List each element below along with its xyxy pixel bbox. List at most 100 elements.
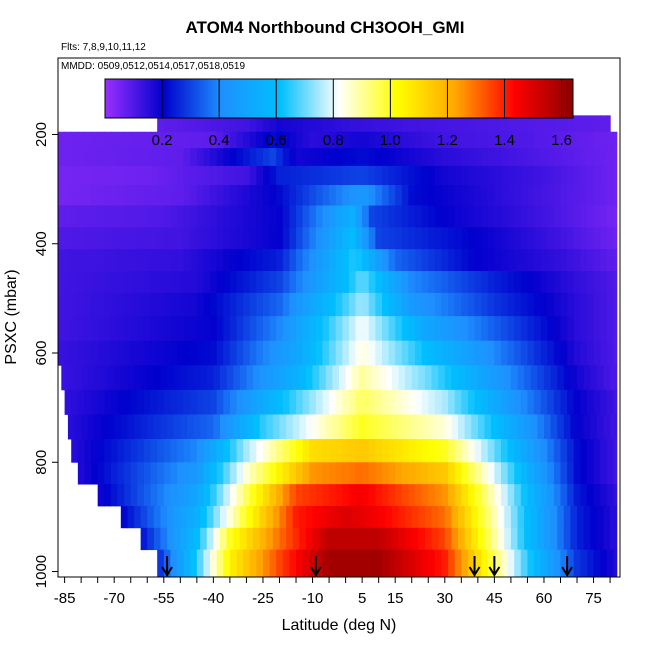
heatmap-cell (143, 340, 152, 366)
heatmap-cell (514, 271, 522, 294)
heatmap-cell (431, 505, 439, 529)
heatmap-cell (527, 227, 535, 250)
heatmap-cell (467, 462, 476, 485)
heatmap-cell (520, 389, 529, 415)
heatmap-cell (500, 462, 509, 485)
heatmap-cell (600, 165, 608, 186)
heatmap-cell (137, 165, 145, 186)
heatmap-cell (613, 292, 618, 317)
heatmap-cell (302, 227, 310, 250)
heatmap-cell (104, 389, 112, 415)
x-tick-label: 45 (486, 590, 503, 607)
heatmap-cell (606, 549, 614, 578)
heatmap-cell (322, 271, 330, 294)
heatmap-cell (216, 185, 224, 206)
heatmap-cell (266, 527, 274, 551)
heatmap-cell (163, 249, 171, 272)
heatmap-cell (279, 414, 287, 440)
heatmap-cell (474, 249, 482, 272)
heatmap-cell (500, 340, 509, 366)
heatmap-cell (140, 414, 148, 440)
heatmap-cell (467, 389, 476, 415)
heatmap-cell (401, 439, 410, 463)
heatmap-cell (236, 185, 244, 206)
heatmap-cell (302, 131, 310, 149)
heatmap-cell (150, 389, 158, 415)
heatmap-cell (329, 549, 337, 578)
heatmap-cell (391, 527, 400, 551)
heatmap-cell (580, 249, 588, 272)
heatmap-cell (289, 148, 297, 167)
heatmap-cell (388, 462, 396, 485)
heatmap-cell (163, 271, 171, 294)
heatmap-cell (567, 292, 575, 317)
heatmap-cell (543, 414, 552, 440)
heatmap-cell (223, 165, 231, 186)
heatmap-cell (203, 439, 211, 463)
heatmap-cell (143, 484, 152, 507)
heatmap-cell (441, 340, 449, 366)
heatmap-cell (200, 505, 208, 529)
heatmap-cell (461, 205, 469, 228)
heatmap-cell (580, 185, 588, 206)
heatmap-cell (134, 414, 142, 440)
heatmap-cell (487, 292, 495, 317)
heatmap-cell (309, 131, 317, 149)
heatmap-cell (388, 131, 396, 149)
heatmap-cell (249, 165, 257, 186)
heatmap-cell (567, 148, 575, 167)
heatmap-cell (289, 115, 297, 133)
heatmap-cell (428, 549, 436, 578)
heatmap-cell (606, 316, 614, 342)
heatmap-cell (454, 205, 462, 228)
heatmap-cell (408, 292, 416, 317)
heatmap-cell (464, 527, 472, 551)
heatmap-cell (527, 316, 535, 342)
heatmap-cell (203, 205, 211, 228)
heatmap-cell (104, 185, 112, 206)
heatmap-cell (540, 249, 548, 272)
heatmap-cell (534, 205, 542, 228)
heatmap-cell (216, 271, 224, 294)
heatmap-cell (428, 271, 436, 294)
heatmap-cell (196, 549, 205, 578)
heatmap-cell (117, 165, 125, 186)
heatmap-cell (246, 505, 254, 529)
heatmap-cell (507, 549, 515, 578)
heatmap-cell (547, 148, 555, 167)
heatmap-cell (527, 205, 535, 228)
heatmap-band (58, 292, 618, 317)
heatmap-cell (335, 148, 343, 167)
heatmap-cell (481, 249, 489, 272)
heatmap-cell (593, 115, 601, 133)
heatmap-cell (388, 165, 396, 186)
heatmap-cell (177, 165, 185, 186)
heatmap-cell (183, 148, 191, 167)
heatmap-cell (91, 205, 99, 228)
heatmap-cell (563, 527, 572, 551)
heatmap-cell (497, 505, 505, 529)
heatmap-cell (600, 316, 608, 342)
heatmap-cell (477, 365, 486, 391)
heatmap-cell (150, 165, 158, 186)
heatmap-cell (577, 505, 585, 529)
heatmap-cell (415, 389, 423, 415)
heatmap-cell (514, 205, 522, 228)
heatmap-cell (388, 249, 396, 272)
heatmap-cell (494, 462, 502, 485)
heatmap-cell (494, 292, 502, 317)
heatmap-cell (97, 484, 105, 507)
heatmap-cell (504, 505, 512, 529)
heatmap-cell (355, 249, 363, 272)
heatmap-cell (580, 484, 588, 507)
heatmap-cell (329, 292, 337, 317)
heatmap-cell (282, 484, 291, 507)
heatmap-cell (335, 340, 343, 366)
heatmap-cell (368, 148, 376, 167)
heatmap-cell (368, 462, 376, 485)
heatmap-cell (256, 185, 264, 206)
heatmap-cell (461, 115, 469, 133)
heatmap-cell (329, 205, 337, 228)
heatmap-cell (381, 389, 390, 415)
heatmap-cell (534, 389, 542, 415)
